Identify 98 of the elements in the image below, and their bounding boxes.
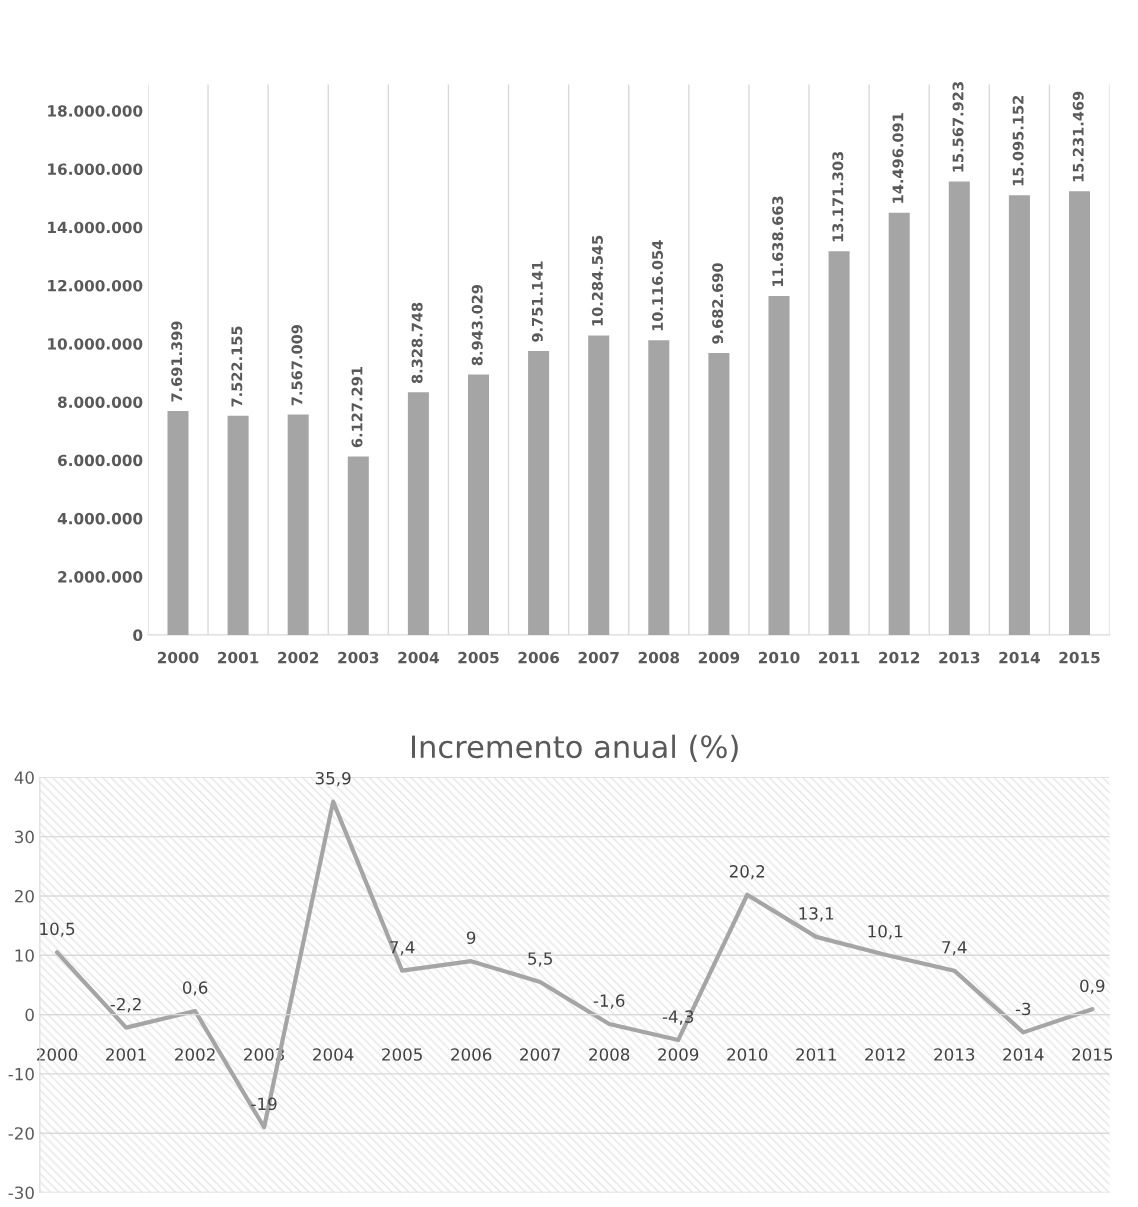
x-tick-label: 2012 xyxy=(865,1048,905,1061)
bar xyxy=(648,340,670,635)
data-label: 15.567.923 xyxy=(952,82,964,172)
bar xyxy=(227,415,249,635)
x-tick-label: 2007 xyxy=(578,651,619,664)
x-tick-label: 2012 xyxy=(879,651,920,664)
y-tick-label: 14.000.000 xyxy=(48,221,143,234)
x-tick-label: 2014 xyxy=(999,651,1040,664)
y-tick-label: 10 xyxy=(15,949,34,962)
bar xyxy=(407,392,429,635)
x-tick-label: 2005 xyxy=(382,1048,422,1061)
x-tick-label: 2009 xyxy=(658,1048,699,1061)
x-tick-label: 2002 xyxy=(175,1048,215,1061)
data-label: 15.231.469 xyxy=(1072,91,1084,182)
x-tick-label: 2015 xyxy=(1072,1048,1113,1061)
data-label: 15.095.152 xyxy=(1012,95,1024,186)
data-label: 20,2 xyxy=(729,865,765,880)
x-tick-label: 2014 xyxy=(1003,1048,1044,1061)
chart-title: Incremento anual (%) xyxy=(411,734,738,762)
x-tick-label: 2008 xyxy=(638,651,680,664)
x-tick-label: 2006 xyxy=(451,1048,492,1061)
x-tick-label: 2003 xyxy=(338,651,379,664)
data-label: -1,6 xyxy=(593,994,625,1009)
bar xyxy=(528,350,550,635)
x-tick-label: 2006 xyxy=(518,651,560,664)
bar xyxy=(588,335,610,635)
y-tick-label: -20 xyxy=(8,1127,34,1140)
x-tick-label: 2007 xyxy=(520,1048,560,1061)
bar xyxy=(768,295,790,635)
data-label: 9.682.690 xyxy=(712,263,724,344)
bar xyxy=(708,352,730,635)
bar xyxy=(167,410,189,635)
x-tick-label: 2015 xyxy=(1059,651,1100,664)
x-tick-label: 2013 xyxy=(934,1048,975,1061)
x-tick-label: 2009 xyxy=(698,651,740,664)
data-label: -19 xyxy=(251,1097,277,1111)
bar xyxy=(888,212,910,635)
x-tick-label: 2010 xyxy=(758,651,800,664)
data-label: -2,2 xyxy=(110,997,141,1013)
data-label: 7.567.009 xyxy=(291,325,303,406)
bar xyxy=(347,456,369,635)
data-label: 14.496.091 xyxy=(892,113,904,203)
x-tick-label: 2011 xyxy=(819,651,860,664)
x-tick-label: 2004 xyxy=(398,651,439,664)
data-label: 10,1 xyxy=(868,924,903,940)
data-label: 10.116.054 xyxy=(652,240,664,331)
x-tick-label: 2005 xyxy=(458,651,499,664)
x-tick-label: 2000 xyxy=(37,1048,78,1061)
y-tick-label: 40 xyxy=(14,771,34,784)
data-label: 8.328.748 xyxy=(411,302,423,384)
data-label: 8.943.029 xyxy=(471,284,483,366)
x-tick-label: 2002 xyxy=(278,651,319,664)
data-label: 10,5 xyxy=(40,922,75,937)
data-label: 5,5 xyxy=(528,952,552,967)
data-label: -3 xyxy=(1015,1002,1031,1016)
bar xyxy=(948,181,970,635)
data-label: 13,1 xyxy=(799,907,834,922)
data-label: 10.284.545 xyxy=(591,235,603,326)
data-label: 6.127.291 xyxy=(351,367,363,448)
x-tick-label: 2004 xyxy=(313,1048,354,1061)
y-tick-label: 4.000.000 xyxy=(57,512,143,525)
data-label: 13.171.303 xyxy=(832,151,844,242)
y-tick-label: -10 xyxy=(8,1067,34,1081)
data-label: 7,4 xyxy=(942,941,967,956)
y-tick-label: 6.000.000 xyxy=(58,454,143,467)
y-tick-label: 16.000.000 xyxy=(48,163,143,175)
y-tick-label: 0 xyxy=(133,629,143,641)
y-tick-label: 18.000.000 xyxy=(48,105,143,117)
y-tick-label: 10.000.000 xyxy=(48,338,143,350)
x-tick-label: 2013 xyxy=(939,651,980,664)
data-label: 35,9 xyxy=(315,771,351,787)
data-label: 7.691.399 xyxy=(171,321,183,402)
y-tick-label: 2.000.000 xyxy=(58,571,143,583)
y-tick-label: 0 xyxy=(25,1008,34,1022)
x-tick-label: 2001 xyxy=(106,1048,146,1061)
x-tick-label: 2008 xyxy=(589,1048,630,1061)
data-label: 0,6 xyxy=(182,981,208,996)
data-label: 11.638.663 xyxy=(772,196,784,286)
y-tick-label: 30 xyxy=(15,830,34,844)
y-tick-label: 8.000.000 xyxy=(58,396,143,408)
bar xyxy=(1008,195,1030,635)
data-label: -4,3 xyxy=(662,1010,694,1025)
data-label: 9.751.141 xyxy=(531,261,543,342)
y-tick-label: -30 xyxy=(8,1186,34,1200)
bar xyxy=(1068,191,1091,635)
data-label: 9 xyxy=(466,931,476,945)
x-tick-label: 2010 xyxy=(727,1048,768,1061)
bar xyxy=(287,414,309,635)
x-tick-label: 2011 xyxy=(796,1048,836,1061)
bar xyxy=(828,251,850,635)
y-tick-label: 12.000.000 xyxy=(48,279,143,292)
y-tick-label: 20 xyxy=(14,889,34,903)
bar xyxy=(467,374,490,635)
x-tick-label: 2000 xyxy=(157,651,199,664)
data-label: 7.522.155 xyxy=(231,326,243,407)
x-tick-label: 2001 xyxy=(218,651,259,664)
data-label: 7,4 xyxy=(390,941,415,956)
data-label: 0,9 xyxy=(1080,979,1105,994)
